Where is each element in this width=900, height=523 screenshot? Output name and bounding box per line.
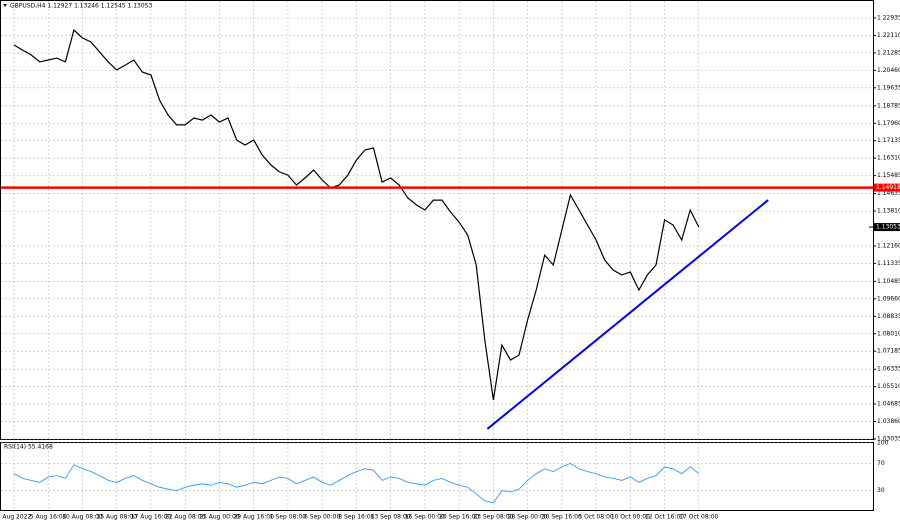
plot-layer xyxy=(1,28,873,504)
chart-title: GBPUSD,H4 1.12927 1.13246 1.12545 1.1305… xyxy=(10,3,152,10)
x-tick-label: 10 Oct 00:00 xyxy=(611,514,650,521)
y-tick-label: 1.22935 xyxy=(877,15,900,22)
x-tick-label: 3 Aug 2022 xyxy=(0,514,31,521)
series-line xyxy=(13,28,700,401)
x-tick-label: 6 Sep 00:00 xyxy=(304,514,340,521)
x-tick-label: 1 Sep 08:00 xyxy=(270,514,306,521)
x-tick-label: 25 Aug 00:00 xyxy=(199,514,240,521)
last-price-label: 1.13053 xyxy=(876,224,900,231)
y-tick-label: 1.08010 xyxy=(877,330,900,337)
x-tick-label: 8 Sep 16:00 xyxy=(338,514,374,521)
x-tick-label: 12 Oct 16:00 xyxy=(645,514,684,521)
y-tick-label: 1.17135 xyxy=(877,137,900,144)
y-tick-label: 1.06335 xyxy=(877,366,900,373)
rsi-title: RSI(14) 55.4168 xyxy=(4,444,53,451)
x-tick-label: 13 Sep 08:00 xyxy=(371,514,411,521)
y-tick-label: 1.03860 xyxy=(877,418,900,425)
y-tick-label: 1.14635 xyxy=(877,190,900,197)
x-tick-label: 22 Aug 08:00 xyxy=(165,514,206,521)
y-tick-label: 1.03035 xyxy=(877,436,900,443)
y-tick-label: 1.20460 xyxy=(877,67,900,74)
y-tick-label: 1.19635 xyxy=(877,84,900,91)
y-tick-label: 1.08835 xyxy=(877,313,900,320)
y-tick-label: 1.22110 xyxy=(877,32,900,39)
x-tick-label: 15 Aug 08:00 xyxy=(96,514,137,521)
x-tick-label: 5 Oct 08:00 xyxy=(578,514,613,521)
y-tick-label: 1.15485 xyxy=(877,172,900,179)
last-price-box xyxy=(874,223,900,232)
y-tick-label: 1.07185 xyxy=(877,348,900,355)
x-tick-label: 30 Sep 16:00 xyxy=(542,514,582,521)
x-tick-label: 20 Sep 16:00 xyxy=(439,514,479,521)
resistance-label-box xyxy=(874,183,900,192)
y-tick-label: 1.13810 xyxy=(877,208,900,215)
y-tick-label: 1.21285 xyxy=(877,49,900,56)
y-tick-label: 100 xyxy=(877,440,889,447)
resistance-label: 1.14918 xyxy=(876,184,900,191)
grid-layer xyxy=(1,1,873,510)
y-tick-label: 1.18785 xyxy=(877,102,900,109)
series-line xyxy=(13,462,700,504)
rsi-frame xyxy=(0,442,874,511)
trend-line xyxy=(486,199,769,430)
y-tick-label: 70 xyxy=(877,460,885,467)
y-tick-label: 1.12160 xyxy=(877,242,900,249)
x-tick-label: 16 Sep 00:00 xyxy=(405,514,445,521)
x-tick-label: 23 Sep 08:00 xyxy=(473,514,513,521)
x-tick-label: 29 Aug 16:00 xyxy=(233,514,274,521)
x-tick-label: 17 Aug 16:00 xyxy=(131,514,172,521)
x-tick-label: 10 Aug 08:00 xyxy=(62,514,103,521)
x-tick-label: 17 Oct 08:00 xyxy=(679,514,718,521)
y-tick-label: 1.09660 xyxy=(877,295,900,302)
y-tick-label: 30 xyxy=(877,487,885,494)
price-frame xyxy=(0,0,874,440)
y-tick-label: 1.17960 xyxy=(877,120,900,127)
y-tick-label: 1.10485 xyxy=(877,278,900,285)
menu-arrow xyxy=(3,4,7,7)
y-tick-label: 1.04685 xyxy=(877,401,900,408)
y-tick-label: 1.11335 xyxy=(877,260,900,267)
y-tick-label: 1.16310 xyxy=(877,155,900,162)
y-tick-label: 1.05510 xyxy=(877,383,900,390)
x-tick-label: 5 Aug 16:00 xyxy=(30,514,67,521)
x-tick-label: 28 Sep 00:00 xyxy=(508,514,548,521)
